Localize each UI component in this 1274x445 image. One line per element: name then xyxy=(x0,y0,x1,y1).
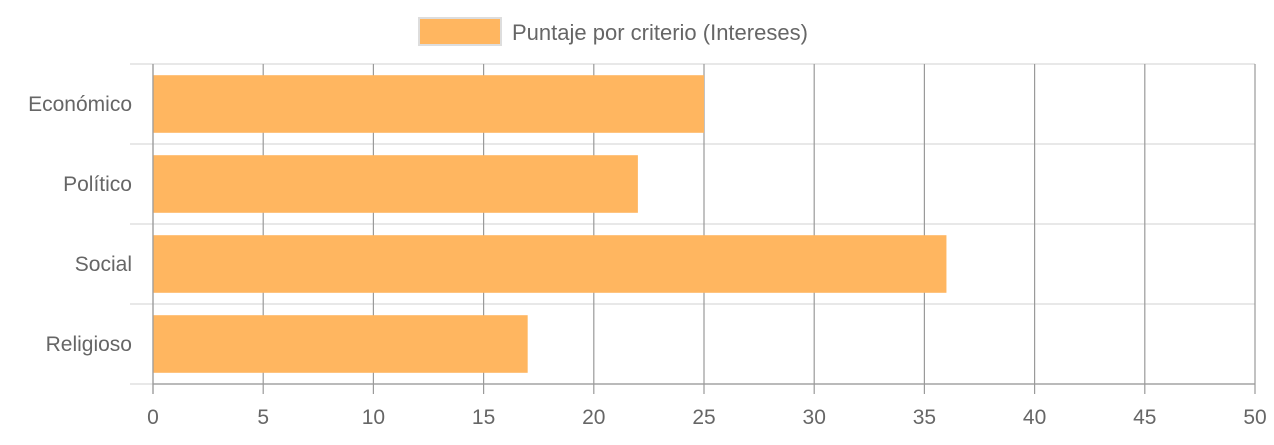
x-tick-label: 50 xyxy=(1243,406,1266,429)
bar xyxy=(153,235,947,293)
x-tick-label: 10 xyxy=(362,406,385,429)
bars xyxy=(153,75,947,373)
legend-label[interactable]: Puntaje por criterio (Intereses) xyxy=(512,20,808,45)
x-tick-label: 0 xyxy=(147,406,159,429)
legend[interactable]: Puntaje por criterio (Intereses) xyxy=(418,17,808,46)
bar xyxy=(153,75,704,133)
y-category-label: Social xyxy=(75,253,132,276)
x-tick-label: 15 xyxy=(472,406,495,429)
x-tick-label: 35 xyxy=(913,406,936,429)
y-category-label: Religioso xyxy=(46,333,132,356)
bar xyxy=(153,315,528,373)
y-axis: Económico Político Social Religioso xyxy=(28,64,154,394)
x-tick-label: 45 xyxy=(1133,406,1156,429)
y-category-label: Económico xyxy=(28,93,132,116)
x-axis: 0 5 10 15 20 25 30 35 40 45 50 xyxy=(147,383,1267,429)
x-tick-label: 20 xyxy=(582,406,605,429)
x-tick-label: 5 xyxy=(257,406,269,429)
x-tick-label: 40 xyxy=(1023,406,1046,429)
bar xyxy=(153,155,638,213)
y-category-label: Político xyxy=(63,173,132,196)
x-tick-label: 30 xyxy=(803,406,826,429)
x-tick-label: 25 xyxy=(692,406,715,429)
legend-swatch[interactable] xyxy=(418,17,502,46)
